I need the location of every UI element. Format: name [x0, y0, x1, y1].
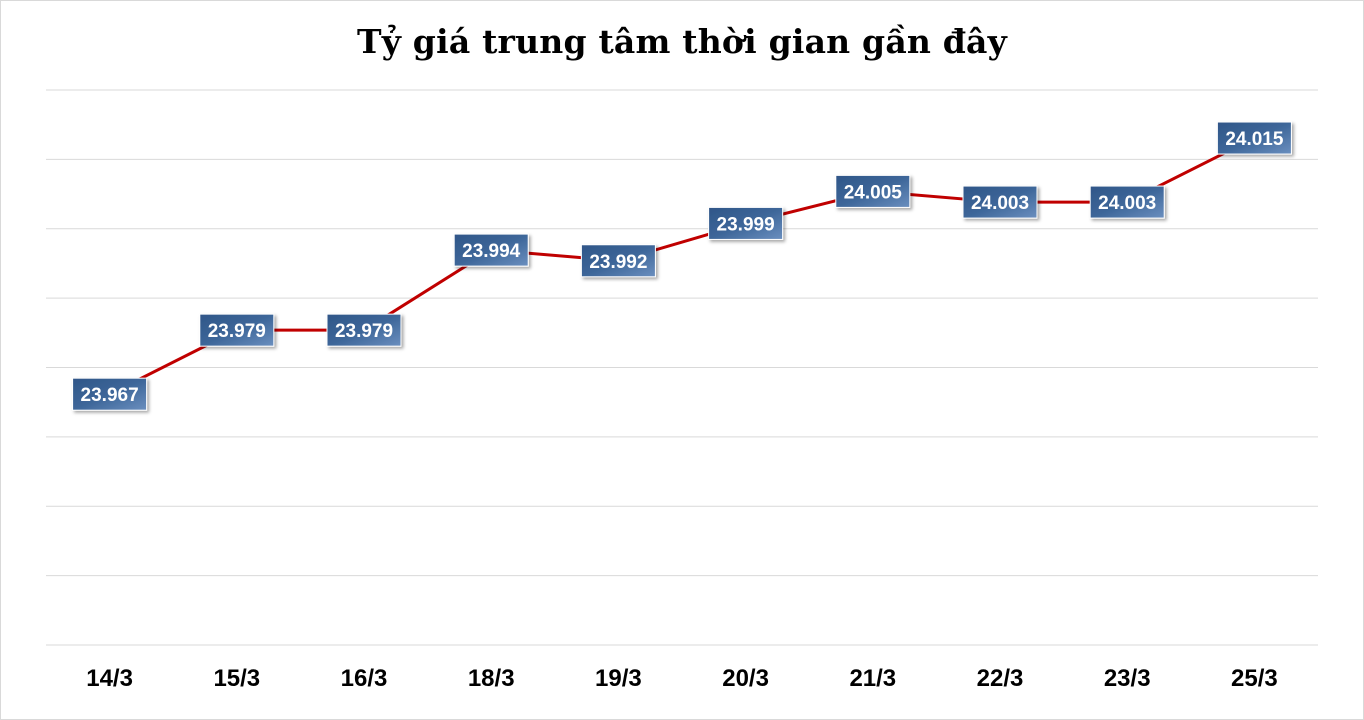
data-label-value: 24.005 — [844, 182, 903, 203]
data-label-value: 23.967 — [81, 385, 139, 406]
data-label: 23.999 — [708, 206, 784, 240]
data-label: 24.003 — [1089, 185, 1165, 219]
x-tick-label: 18/3 — [468, 665, 515, 692]
data-label-value: 24.015 — [1225, 129, 1284, 150]
data-label: 23.994 — [453, 233, 529, 267]
x-tick-label: 22/3 — [977, 665, 1024, 692]
data-label: 24.015 — [1216, 121, 1292, 155]
data-label-value: 23.979 — [208, 321, 266, 342]
data-label-value: 23.999 — [717, 214, 775, 235]
x-tick-label: 25/3 — [1231, 665, 1278, 692]
data-label-value: 23.994 — [462, 241, 521, 262]
data-label: 23.979 — [326, 313, 402, 347]
x-tick-label: 21/3 — [849, 665, 896, 692]
data-label: 23.967 — [72, 377, 148, 411]
data-label-box — [1216, 121, 1292, 155]
series-polyline — [108, 136, 1256, 396]
data-label-box — [708, 206, 784, 240]
series-line — [107, 136, 1257, 397]
x-tick-label: 14/3 — [86, 665, 133, 692]
x-tick-label: 16/3 — [341, 665, 388, 692]
data-labels: 23.967 23.979 23.979 23.994 23.992 23.999 24.0… — [72, 121, 1292, 411]
data-label-box — [199, 313, 275, 347]
gridlines — [46, 89, 1318, 646]
data-label-value: 23.979 — [335, 321, 393, 342]
data-label-box — [326, 313, 402, 347]
data-label-value: 23.992 — [589, 252, 647, 273]
x-tick-label: 23/3 — [1104, 665, 1151, 692]
data-label-box — [580, 244, 656, 278]
x-axis-ticks: 14/3 15/3 16/3 18/3 19/3 20/3 21/3 22/3 23/3 25/3 — [86, 665, 1278, 692]
data-label-box — [962, 185, 1038, 219]
x-tick-label: 19/3 — [595, 665, 642, 692]
data-label-box — [72, 377, 148, 411]
data-label: 24.003 — [962, 185, 1038, 219]
data-label-box — [1089, 185, 1165, 219]
chart-title: Tỷ giá trung tâm thời gian gần đây — [356, 22, 1008, 61]
x-tick-label: 15/3 — [213, 665, 260, 692]
x-tick-label: 20/3 — [722, 665, 769, 692]
data-label-value: 24.003 — [971, 193, 1029, 214]
data-label-box — [835, 174, 911, 208]
data-label: 23.979 — [199, 313, 275, 347]
data-label-box — [453, 233, 529, 267]
data-label: 24.005 — [835, 174, 911, 208]
data-label: 23.992 — [580, 244, 656, 278]
data-label-value: 24.003 — [1098, 193, 1156, 214]
